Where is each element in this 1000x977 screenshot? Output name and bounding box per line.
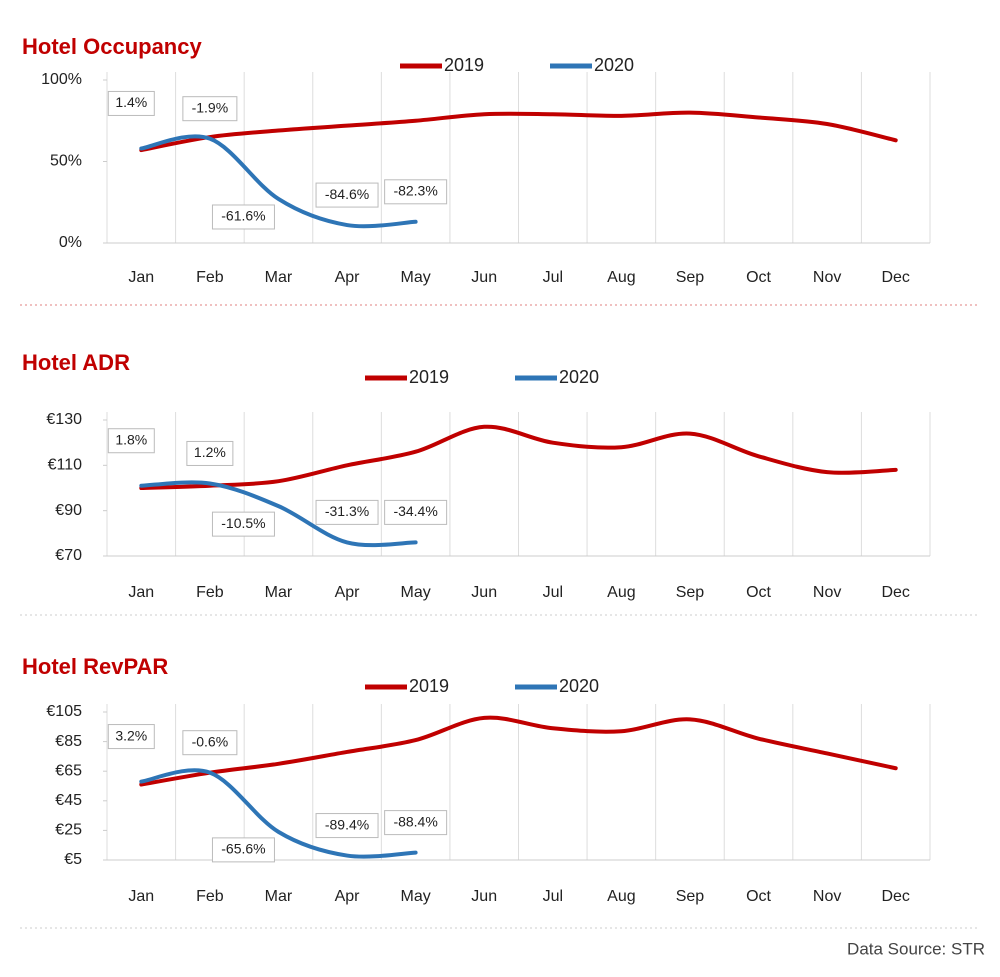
annotation-box	[211, 837, 275, 863]
annotation-box	[182, 96, 238, 122]
legend-label: 2020	[594, 55, 634, 75]
y-tick-label: €105	[46, 703, 82, 720]
annotation-text: -89.4%	[325, 816, 369, 832]
y-tick-label: €130	[46, 411, 82, 428]
y-tick-label: €70	[55, 547, 82, 564]
annotation-box	[182, 730, 238, 756]
series-line	[139, 110, 898, 153]
annotation-box	[107, 724, 155, 750]
annotation-text: -34.4%	[393, 503, 437, 519]
annotation-text: 1.8%	[115, 431, 147, 447]
x-tick-label: Aug	[607, 888, 635, 905]
x-tick-label: Jul	[543, 584, 563, 601]
annotation-text: -61.6%	[221, 208, 265, 224]
x-tick-label: Aug	[607, 269, 635, 286]
annotation-text: -0.6%	[192, 733, 229, 749]
annotation-box	[384, 179, 448, 205]
x-tick-label: May	[401, 269, 431, 286]
x-tick-label: Oct	[746, 584, 771, 601]
annotation-text: -1.9%	[192, 99, 229, 115]
annotation-box	[384, 499, 448, 525]
annotation-text: -65.6%	[221, 841, 265, 857]
series-line	[139, 715, 898, 787]
x-tick-label: Sep	[676, 888, 705, 905]
x-tick-label: Feb	[196, 888, 224, 905]
x-tick-label: Nov	[813, 888, 841, 905]
annotation-box	[211, 511, 275, 537]
x-tick-label: Dec	[881, 269, 909, 286]
legend-label: 2019	[409, 676, 449, 696]
annotation-text: -84.6%	[325, 186, 369, 202]
x-tick-label: Oct	[746, 888, 771, 905]
series-line	[139, 480, 418, 548]
x-tick-label: Jan	[128, 888, 154, 905]
y-tick-label: €85	[55, 733, 82, 750]
x-tick-label: Sep	[676, 584, 705, 601]
annotation-text: 1.4%	[115, 94, 147, 110]
x-tick-label: Oct	[746, 269, 771, 286]
x-tick-label: Aug	[607, 584, 635, 601]
y-tick-label: €5	[64, 851, 82, 868]
series-line	[139, 768, 418, 859]
annotation-box	[107, 90, 155, 116]
x-tick-label: Nov	[813, 269, 841, 286]
annotation-box	[384, 810, 448, 836]
annotation-text: 3.2%	[115, 727, 147, 743]
legend-label: 2019	[444, 55, 484, 75]
x-tick-label: Jul	[543, 888, 563, 905]
source-note: Data Source: STR	[847, 939, 985, 958]
legend-label: 2020	[559, 367, 599, 387]
x-tick-label: Apr	[335, 269, 361, 286]
x-tick-label: Dec	[881, 584, 909, 601]
x-tick-label: Apr	[335, 584, 361, 601]
annotation-text: -31.3%	[325, 503, 369, 519]
annotation-box	[186, 440, 234, 466]
annotation-text: -10.5%	[221, 515, 265, 531]
x-tick-label: Feb	[196, 584, 224, 601]
x-tick-label: Jul	[543, 269, 563, 286]
y-tick-label: 100%	[41, 71, 82, 88]
x-tick-label: Feb	[196, 269, 224, 286]
y-tick-label: 0%	[59, 234, 82, 251]
annotation-box	[211, 204, 275, 230]
x-tick-label: Mar	[265, 269, 293, 286]
y-tick-label: 50%	[50, 153, 82, 170]
x-tick-label: Jun	[471, 584, 497, 601]
chart-title: Hotel ADR	[22, 350, 130, 375]
x-tick-label: Mar	[265, 888, 293, 905]
x-tick-label: Sep	[676, 269, 705, 286]
series-line	[139, 424, 898, 490]
y-tick-label: €110	[48, 457, 83, 474]
x-tick-label: Jun	[471, 888, 497, 905]
x-tick-label: Dec	[881, 888, 909, 905]
series-line	[139, 134, 418, 229]
x-tick-label: Nov	[813, 584, 841, 601]
x-tick-label: Mar	[265, 584, 293, 601]
annotation-box	[315, 182, 379, 208]
y-tick-label: €65	[55, 762, 82, 779]
x-tick-label: Apr	[335, 888, 361, 905]
chart-title: Hotel Occupancy	[22, 34, 202, 59]
x-tick-label: Jan	[128, 269, 154, 286]
y-tick-label: €90	[55, 502, 82, 519]
annotation-text: -82.3%	[393, 183, 437, 199]
legend-label: 2019	[409, 367, 449, 387]
annotation-text: 1.2%	[194, 444, 226, 460]
annotation-text: -88.4%	[393, 813, 437, 829]
x-tick-label: Jan	[128, 584, 154, 601]
chart-title: Hotel RevPAR	[22, 654, 168, 679]
x-tick-label: May	[401, 888, 431, 905]
annotation-box	[315, 499, 379, 525]
y-tick-label: €25	[55, 822, 82, 839]
legend-label: 2020	[559, 676, 599, 696]
x-tick-label: May	[401, 584, 431, 601]
y-tick-label: €45	[55, 792, 82, 809]
x-tick-label: Jun	[471, 269, 497, 286]
annotation-box	[107, 428, 155, 454]
annotation-box	[315, 813, 379, 839]
